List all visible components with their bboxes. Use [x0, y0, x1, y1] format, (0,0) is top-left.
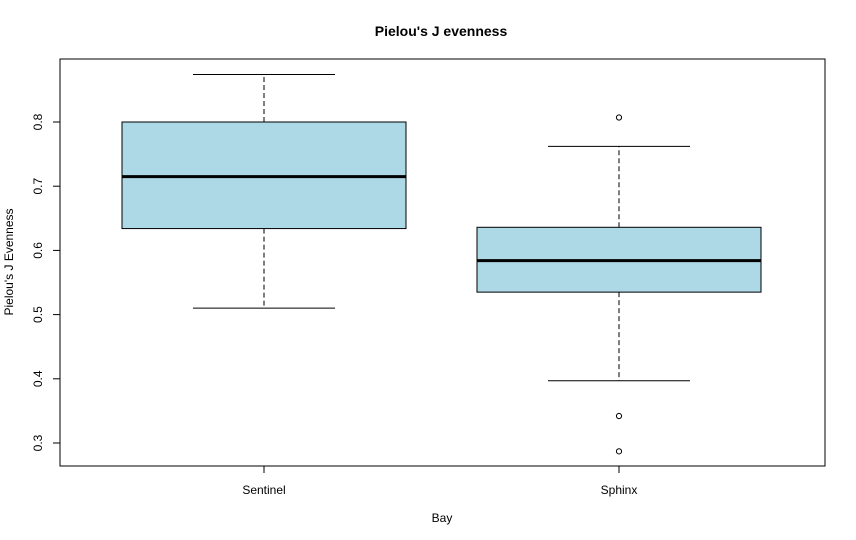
y-tick-label: 0.3 [31, 434, 45, 451]
y-tick-label: 0.8 [31, 113, 45, 130]
box-sentinel [121, 73, 407, 309]
x-tick-label: Sphinx [601, 483, 638, 497]
y-tick-label: 0.4 [31, 370, 45, 387]
x-axis: Sentinel Sphinx [242, 465, 638, 497]
outlier-point [615, 448, 623, 455]
outlier-point [615, 412, 623, 420]
outlier-point [615, 114, 623, 121]
x-tick-label: Sentinel [242, 483, 285, 497]
chart-title: Pielou's J evenness [375, 23, 508, 39]
box-sphinx [476, 114, 762, 455]
x-axis-label: Bay [432, 511, 453, 525]
box-series [121, 73, 762, 455]
y-tick-label: 0.5 [31, 306, 45, 323]
y-axis-label: Pielou's J Evenness [2, 208, 16, 315]
y-tick-label: 0.7 [31, 178, 45, 195]
y-tick-label: 0.6 [31, 242, 45, 259]
y-axis: 0.3 0.4 0.5 0.6 0.7 0.8 [31, 113, 61, 451]
